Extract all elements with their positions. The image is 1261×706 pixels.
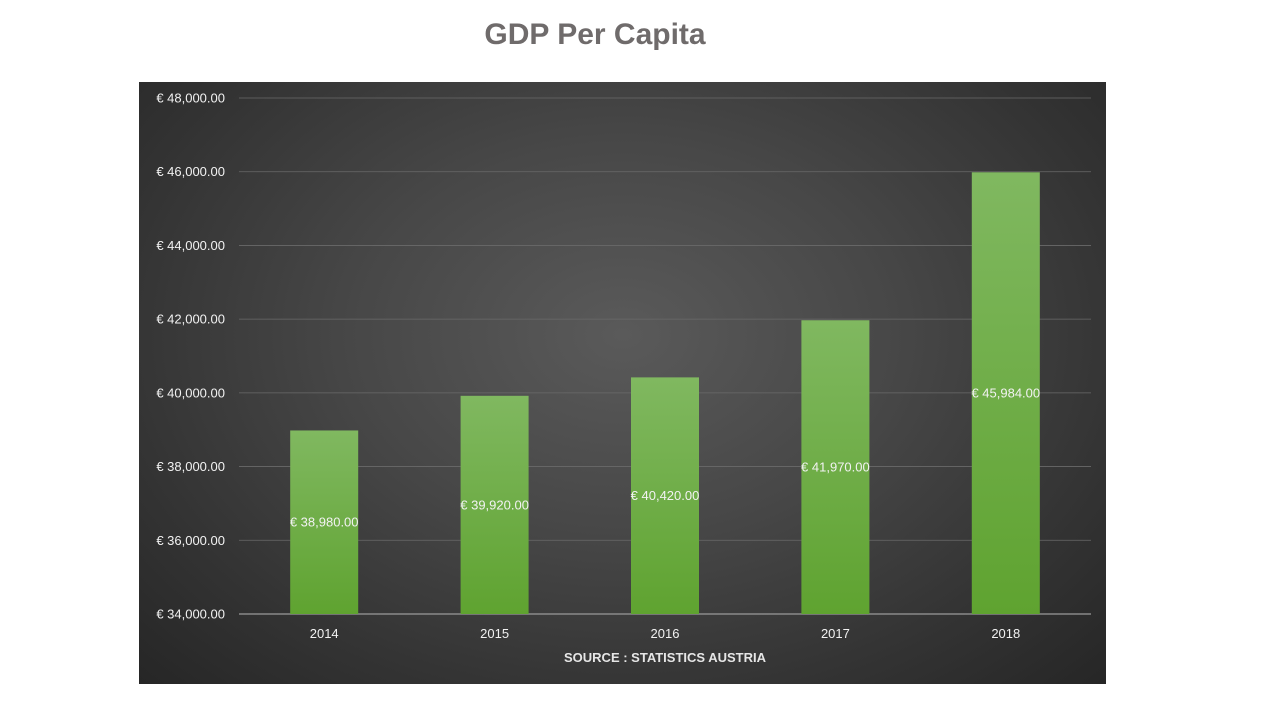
- bars: [290, 172, 1040, 614]
- bar-2017: [801, 320, 870, 614]
- data-labels: € 38,980.00 € 39,920.00 € 40,420.00 € 41,97…: [290, 386, 1040, 530]
- x-tick-label: 2016: [651, 626, 680, 641]
- bar-2014: [290, 430, 359, 614]
- x-axis-title: SOURCE : STATISTICS AUSTRIA: [564, 650, 767, 665]
- data-label-2018: € 45,984.00: [971, 386, 1040, 401]
- y-tick-label: € 38,000.00: [156, 459, 225, 474]
- y-tick-label: € 46,000.00: [156, 164, 225, 179]
- data-label-2016: € 40,420.00: [631, 488, 700, 503]
- gridlines: [239, 97, 1091, 615]
- x-tick-label: 2014: [310, 626, 339, 641]
- x-axis-tick-labels: 2014 2015 2016 2017 2018: [310, 626, 1021, 641]
- y-axis-tick-labels: € 34,000.00 € 36,000.00 € 38,000.00 € 40,00…: [156, 91, 225, 622]
- data-label-2014: € 38,980.00: [290, 515, 359, 530]
- y-tick-label: € 48,000.00: [156, 91, 225, 106]
- data-label-2017: € 41,970.00: [801, 460, 870, 475]
- y-tick-label: € 44,000.00: [156, 238, 225, 253]
- x-tick-label: 2015: [480, 626, 509, 641]
- chart-area: € 34,000.00 € 36,000.00 € 38,000.00 € 40,00…: [139, 82, 1106, 684]
- chart-svg: € 34,000.00 € 36,000.00 € 38,000.00 € 40,00…: [156, 91, 1091, 665]
- bar-2015: [460, 395, 529, 614]
- chart-title: GDP Per Capita: [484, 18, 706, 51]
- y-tick-label: € 40,000.00: [156, 385, 225, 400]
- y-tick-label: € 36,000.00: [156, 533, 225, 548]
- bar-2016: [631, 377, 699, 614]
- x-tick-label: 2018: [991, 626, 1020, 641]
- y-tick-label: € 42,000.00: [156, 312, 225, 327]
- y-tick-label: € 34,000.00: [156, 607, 225, 622]
- x-tick-label: 2017: [821, 626, 850, 641]
- bar-2018: [971, 172, 1040, 614]
- data-label-2015: € 39,920.00: [460, 497, 529, 512]
